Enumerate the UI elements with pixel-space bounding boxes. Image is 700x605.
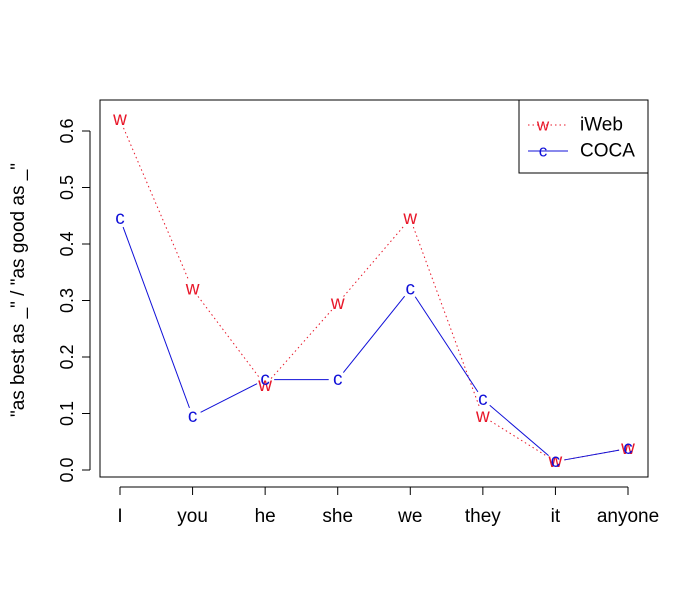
series-iweb: w w w w w w w w <box>112 109 635 472</box>
data-point-marker: c <box>188 406 198 427</box>
series-line-segment <box>343 225 405 297</box>
series-line-segment <box>122 226 190 409</box>
y-tick-label: 0.5 <box>57 175 77 200</box>
y-tick-label: 0.0 <box>57 457 77 482</box>
series-line-segment <box>123 127 190 282</box>
y-tick-label: 0.4 <box>57 231 77 256</box>
x-tick-label: anyone <box>597 506 659 527</box>
x-tick-label: I <box>117 506 122 527</box>
data-point-marker: c <box>260 369 270 390</box>
x-tick-label: you <box>177 506 208 527</box>
x-tick-label: they <box>465 506 501 527</box>
x-tick-label: it <box>551 506 561 527</box>
data-point-marker: c <box>115 208 125 229</box>
data-point-marker: c <box>478 389 488 410</box>
y-tick-label: 0.6 <box>57 118 77 143</box>
data-point-marker: w <box>257 375 272 396</box>
legend-marker: w <box>536 116 550 135</box>
x-tick-label: she <box>322 506 353 527</box>
data-point-marker: w <box>620 438 635 459</box>
series-line-segment <box>414 296 479 393</box>
data-point-marker: w <box>330 293 345 314</box>
data-point-marker: w <box>112 109 127 130</box>
legend: w iWeb c COCA <box>518 99 649 174</box>
series-line-segment <box>197 296 261 379</box>
legend-label: COCA <box>580 141 635 162</box>
series-coca: c c c c c c c c <box>115 208 633 472</box>
series-line-segment <box>342 295 406 373</box>
legend-label: iWeb <box>580 115 623 136</box>
y-axis-label: "as best as _" / "as good as _" <box>8 163 29 417</box>
x-tick-label: he <box>255 506 276 527</box>
y-tick-label: 0.1 <box>57 401 77 426</box>
x-tick-label: we <box>397 506 422 527</box>
series-line-segment <box>564 449 620 461</box>
series-line-segment <box>490 420 549 458</box>
data-point-marker: w <box>185 279 200 300</box>
data-point-marker: w <box>475 406 490 427</box>
y-tick-label: 0.2 <box>57 344 77 369</box>
legend-marker: c <box>539 142 548 161</box>
y-tick-label: 0.3 <box>57 288 77 313</box>
data-point-marker: w <box>548 451 563 472</box>
data-point-marker: c <box>551 451 561 472</box>
data-point-marker: c <box>623 438 633 459</box>
legend-box <box>518 99 649 174</box>
series-line-segment <box>270 309 333 379</box>
series-line-segment <box>412 226 481 409</box>
series-line-segment <box>489 404 549 457</box>
data-point-marker: w <box>402 208 417 229</box>
series-line-segment <box>200 383 258 413</box>
plot-area-border <box>99 99 649 478</box>
data-point-marker: c <box>333 369 343 390</box>
data-point-marker: c <box>406 279 416 300</box>
y-axis: 0.0 0.1 0.2 0.3 0.4 0.5 0.6 <box>57 118 91 483</box>
